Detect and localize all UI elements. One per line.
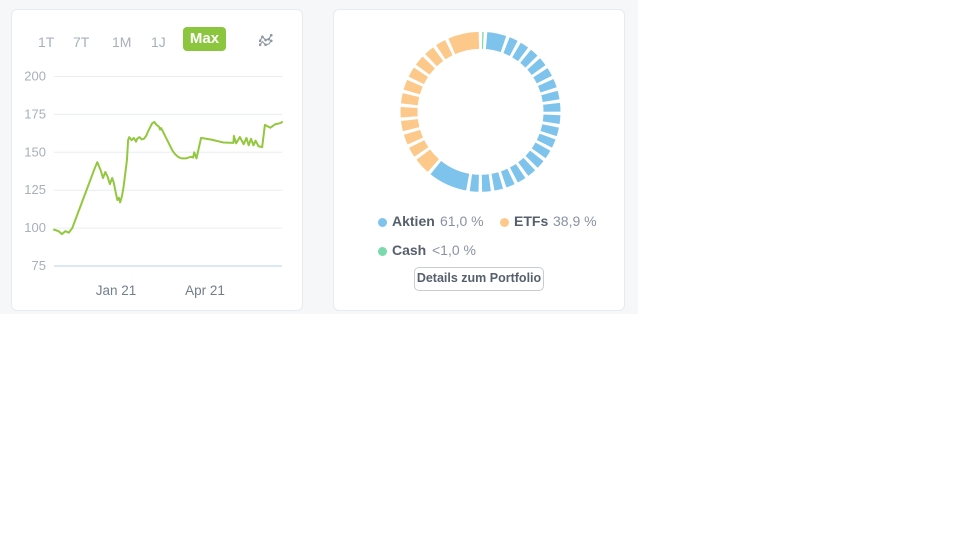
svg-text:125: 125	[24, 182, 46, 197]
svg-text:75: 75	[32, 258, 46, 273]
svg-text:Apr 21: Apr 21	[185, 283, 225, 298]
svg-text:100: 100	[24, 220, 46, 235]
svg-text:Jan 21: Jan 21	[96, 283, 137, 298]
svg-text:150: 150	[24, 144, 46, 159]
svg-text:175: 175	[24, 106, 46, 121]
svg-text:200: 200	[24, 70, 46, 84]
